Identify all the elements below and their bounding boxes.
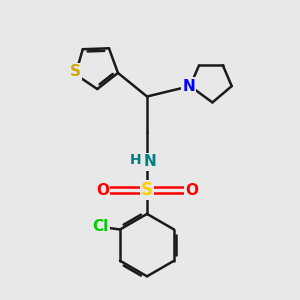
Text: H: H: [130, 153, 142, 167]
Text: N: N: [144, 154, 156, 169]
Text: S: S: [141, 181, 153, 199]
Text: S: S: [70, 64, 81, 79]
Text: O: O: [96, 183, 109, 198]
Text: Cl: Cl: [93, 219, 109, 234]
Text: O: O: [185, 183, 198, 198]
Text: N: N: [182, 79, 195, 94]
